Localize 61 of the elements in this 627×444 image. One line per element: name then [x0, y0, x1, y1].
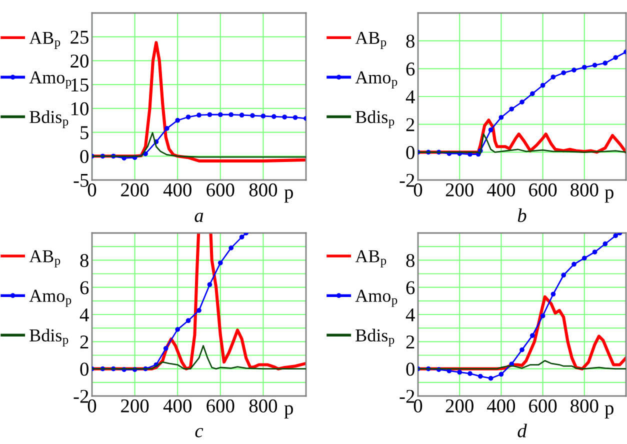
- x-tick-label: 600: [529, 183, 557, 196]
- x-tick-label: 800: [249, 399, 278, 412]
- legend-label: AB$_{p}$: [355, 250, 386, 268]
- y-tick-label: 0: [406, 146, 414, 160]
- x-tick-label: 200: [121, 399, 149, 412]
- text: d: [518, 424, 527, 438]
- x-tick-label: 200: [446, 183, 474, 196]
- x-axis-title: p: [284, 405, 293, 419]
- y-tick-label: 10: [71, 102, 88, 116]
- y-tick-label: 6: [406, 281, 415, 294]
- x-tick-label: 600: [206, 399, 234, 412]
- y-tick-label: 0: [406, 362, 414, 376]
- y-tick-label: 0: [80, 150, 88, 164]
- legend-label: AB$_{p}$: [355, 32, 386, 49]
- text: a: [194, 212, 204, 222]
- x-tick-label: 200: [446, 399, 474, 412]
- legend-label: Amo$_{p}$: [29, 290, 72, 307]
- legend-label: Amo$_{p}$: [355, 71, 398, 88]
- y-tick-label: 4: [406, 90, 415, 104]
- y-tick-label: 25: [70, 30, 88, 44]
- y-tick-label: 5: [80, 126, 88, 140]
- legend-label: Bdis$_{p}$: [356, 328, 394, 347]
- y-tick-label: 4: [80, 308, 89, 322]
- legend-label: Amo$_{p}$: [29, 71, 72, 88]
- y-tick-label: 15: [71, 78, 88, 92]
- y-tick-label: 4: [406, 308, 415, 322]
- y-tick-label: 2: [406, 336, 414, 348]
- x-tick-label: 800: [249, 183, 278, 196]
- legend-label: Amo$_{p}$: [355, 290, 398, 307]
- x-tick-label: 400: [163, 399, 192, 412]
- text: c: [195, 428, 204, 438]
- x-axis-title: p: [604, 405, 614, 419]
- legend-label: Bdis$_{p}$: [356, 110, 394, 128]
- x-tick-label: 400: [163, 183, 192, 196]
- x-tick-label: 800: [570, 183, 598, 196]
- legend-label: AB$_{p}$: [29, 32, 60, 49]
- y-tick-label: -5: [74, 174, 88, 187]
- y-tick-label: 20: [70, 54, 88, 68]
- x-tick-label: 400: [486, 399, 516, 412]
- y-tick-label: 8: [406, 254, 414, 268]
- y-tick-label: 0: [80, 362, 88, 376]
- y-tick-label: 2: [406, 118, 414, 132]
- legend-label: Bdis$_{p}$: [30, 328, 68, 347]
- y-tick-label: 6: [80, 281, 89, 294]
- x-tick-label: 800: [570, 399, 598, 412]
- y-tick-label: 8: [80, 254, 88, 268]
- y-tick-label: -2: [74, 390, 88, 403]
- x-tick-label: 200: [121, 183, 149, 196]
- y-tick-label: 6: [406, 62, 415, 76]
- y-tick-label: 2: [80, 336, 88, 348]
- text: b: [518, 208, 526, 222]
- y-tick-label: 8: [406, 34, 414, 48]
- y-tick-label: -2: [400, 174, 414, 187]
- x-tick-label: 600: [206, 183, 234, 196]
- x-tick-label: 400: [486, 183, 516, 196]
- x-axis-title: p: [284, 189, 293, 203]
- y-tick-label: -2: [400, 390, 414, 403]
- x-tick-label: 600: [529, 399, 557, 412]
- x-axis-title: p: [604, 189, 614, 203]
- legend-label: AB$_{p}$: [29, 250, 60, 268]
- legend-label: Bdis$_{p}$: [30, 110, 68, 128]
